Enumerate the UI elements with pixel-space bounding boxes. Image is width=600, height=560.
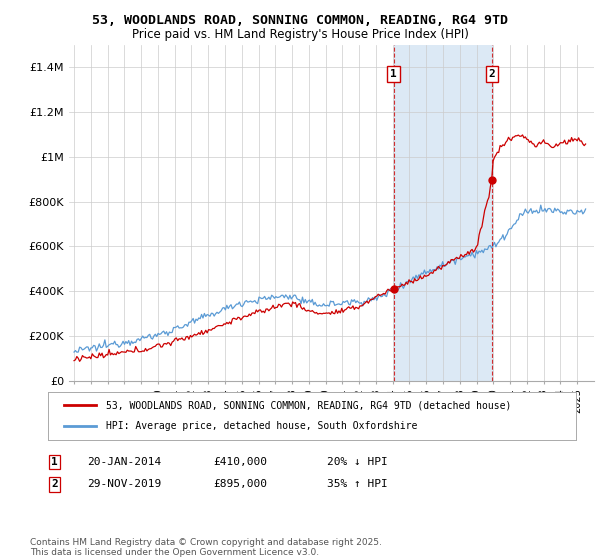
Text: 35% ↑ HPI: 35% ↑ HPI [327,479,388,489]
Text: 53, WOODLANDS ROAD, SONNING COMMON, READING, RG4 9TD: 53, WOODLANDS ROAD, SONNING COMMON, READ… [92,14,508,27]
Text: Price paid vs. HM Land Registry's House Price Index (HPI): Price paid vs. HM Land Registry's House … [131,28,469,41]
Text: £895,000: £895,000 [213,479,267,489]
Text: 29-NOV-2019: 29-NOV-2019 [87,479,161,489]
Text: 20% ↓ HPI: 20% ↓ HPI [327,457,388,467]
Text: 1: 1 [390,69,397,79]
Text: 1: 1 [51,457,58,467]
Bar [394,45,492,381]
Text: 2: 2 [51,479,58,489]
Text: 53, WOODLANDS ROAD, SONNING COMMON, READING, RG4 9TD (detached house): 53, WOODLANDS ROAD, SONNING COMMON, READ… [106,400,511,410]
Text: HPI: Average price, detached house, South Oxfordshire: HPI: Average price, detached house, Sout… [106,421,418,431]
Text: 2: 2 [488,69,495,79]
Text: 20-JAN-2014: 20-JAN-2014 [87,457,161,467]
Text: Contains HM Land Registry data © Crown copyright and database right 2025.
This d: Contains HM Land Registry data © Crown c… [30,538,382,557]
Text: £410,000: £410,000 [213,457,267,467]
